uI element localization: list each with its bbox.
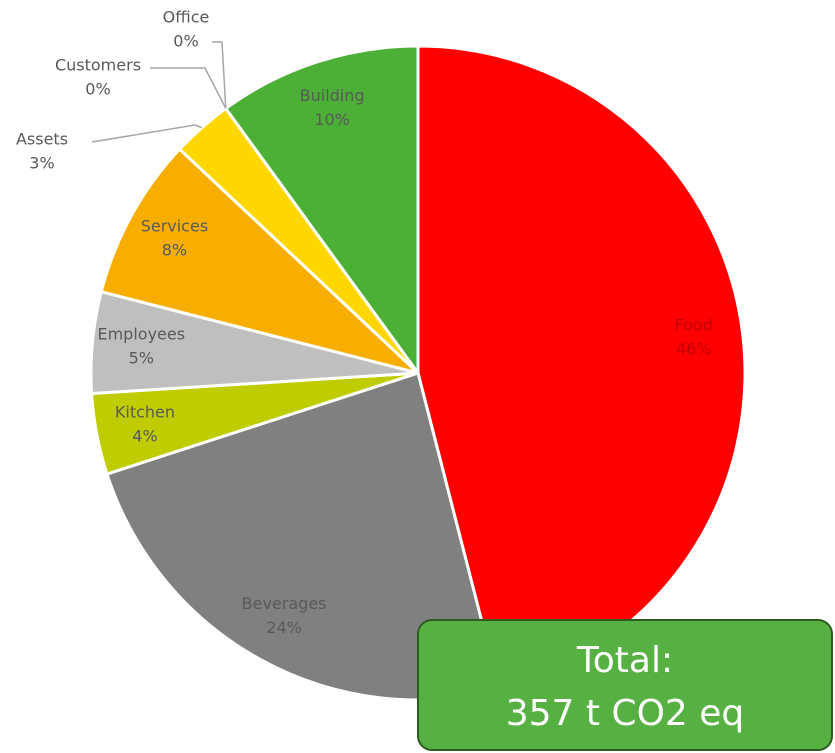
annotation-line: Total: bbox=[576, 640, 673, 681]
leader-line bbox=[91, 124, 203, 143]
data-label-category: Beverages bbox=[242, 594, 327, 613]
data-label-category: Kitchen bbox=[115, 403, 175, 422]
pie bbox=[89, 44, 747, 702]
leader-line bbox=[212, 41, 227, 109]
data-label-value: 3% bbox=[29, 154, 54, 173]
data-labels: Food 46% Beverages 24% Kitchen 4% Employees 5% S… bbox=[16, 8, 713, 638]
data-label-category: Assets bbox=[16, 130, 68, 149]
data-label-value: 5% bbox=[129, 348, 154, 367]
leader-line bbox=[150, 67, 227, 109]
data-label-value: 46% bbox=[676, 340, 712, 359]
data-label-value: 0% bbox=[85, 80, 110, 99]
annotation-line: 357 t CO2 eq bbox=[506, 693, 745, 734]
data-label-value: 8% bbox=[162, 241, 187, 260]
data-label-category: Employees bbox=[97, 324, 185, 343]
data-label-value: 10% bbox=[314, 110, 350, 129]
data-label-category: Services bbox=[141, 217, 208, 236]
total-box bbox=[417, 619, 833, 751]
data-label-category: Building bbox=[300, 86, 365, 105]
data-label-value: 4% bbox=[132, 427, 157, 446]
pie-slice bbox=[224, 44, 420, 375]
pie-slice bbox=[99, 147, 420, 375]
data-label-category: Office bbox=[163, 8, 210, 27]
data-label-value: 24% bbox=[266, 618, 302, 637]
data-label-value: 0% bbox=[173, 32, 198, 51]
data-label-category: Food bbox=[675, 316, 713, 335]
data-label-category: Customers bbox=[55, 56, 141, 75]
